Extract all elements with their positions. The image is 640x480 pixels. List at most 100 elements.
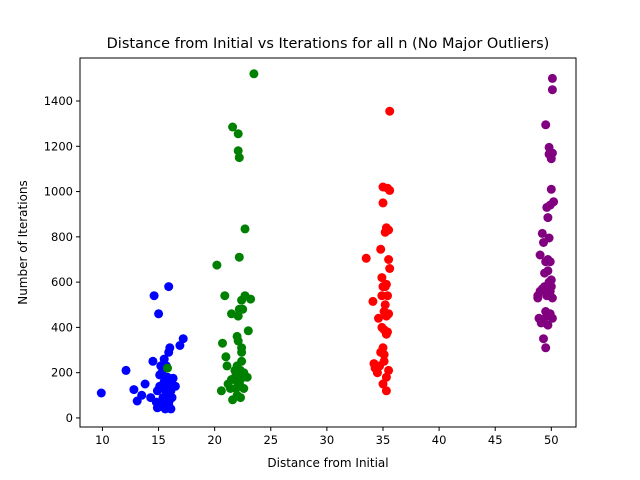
data-point bbox=[168, 373, 178, 383]
data-point bbox=[543, 213, 553, 223]
data-point bbox=[384, 309, 394, 319]
ticks-layer: 10 15 20 25 30 35 40 45 50 0 200 400 600 800 1000 1200 1… bbox=[44, 94, 559, 447]
data-point bbox=[149, 291, 159, 301]
data-point bbox=[249, 69, 259, 79]
data-point bbox=[543, 320, 553, 330]
data-point bbox=[167, 393, 177, 403]
data-point bbox=[159, 354, 169, 364]
data-point bbox=[384, 225, 394, 235]
data-point bbox=[379, 350, 389, 360]
data-point bbox=[545, 257, 555, 267]
data-point bbox=[549, 197, 559, 207]
data-point bbox=[546, 184, 556, 194]
data-point bbox=[234, 153, 244, 163]
data-point bbox=[383, 327, 392, 337]
x-tick-label: 35 bbox=[376, 433, 391, 447]
data-point bbox=[154, 309, 164, 319]
data-point bbox=[178, 334, 188, 344]
data-point bbox=[383, 291, 392, 301]
data-point bbox=[541, 120, 551, 130]
data-point bbox=[246, 294, 256, 304]
data-point bbox=[239, 384, 249, 393]
data-point bbox=[361, 253, 371, 263]
data-point bbox=[547, 148, 557, 158]
data-point bbox=[385, 264, 395, 273]
data-point bbox=[547, 293, 557, 303]
data-point bbox=[541, 343, 551, 353]
y-axis-label: Number of Iterations bbox=[16, 180, 30, 305]
chart-title: Distance from Initial vs Iterations for … bbox=[107, 36, 550, 52]
data-point bbox=[96, 388, 106, 398]
x-tick-label: 30 bbox=[320, 433, 335, 447]
data-point bbox=[380, 300, 390, 310]
x-tick-label: 45 bbox=[488, 433, 503, 447]
y-tick-label: 200 bbox=[51, 366, 73, 380]
data-point bbox=[542, 311, 552, 321]
data-point bbox=[547, 85, 557, 95]
x-tick-label: 25 bbox=[263, 433, 278, 447]
data-point bbox=[236, 393, 245, 403]
data-point bbox=[242, 372, 252, 382]
data-point bbox=[535, 250, 545, 260]
y-tick-label: 800 bbox=[51, 230, 73, 244]
data-point bbox=[384, 365, 394, 375]
data-point bbox=[220, 291, 230, 301]
y-tick-label: 600 bbox=[51, 275, 73, 289]
y-tick-label: 1400 bbox=[44, 94, 73, 108]
plot-frame bbox=[79, 57, 577, 428]
data-point bbox=[543, 266, 553, 276]
data-point bbox=[233, 311, 243, 321]
data-point bbox=[237, 356, 247, 366]
data-point bbox=[378, 343, 388, 353]
data-point bbox=[376, 244, 386, 254]
data-point bbox=[381, 372, 391, 382]
data-point bbox=[377, 273, 387, 283]
data-point bbox=[546, 282, 556, 292]
data-point bbox=[234, 252, 244, 262]
data-point bbox=[547, 73, 557, 83]
data-point bbox=[379, 356, 389, 366]
data-point bbox=[233, 146, 243, 156]
data-point bbox=[163, 363, 172, 373]
data-point bbox=[372, 368, 382, 378]
x-tick-label: 40 bbox=[432, 433, 447, 447]
data-point bbox=[385, 106, 395, 116]
data-point bbox=[121, 365, 131, 375]
data-point bbox=[546, 275, 556, 285]
data-point bbox=[238, 304, 248, 314]
data-point bbox=[216, 386, 226, 396]
data-point bbox=[537, 228, 547, 238]
data-point bbox=[378, 198, 388, 208]
data-point bbox=[240, 224, 250, 234]
x-tick-label: 50 bbox=[544, 433, 559, 447]
data-point bbox=[221, 352, 231, 362]
data-point bbox=[378, 379, 388, 389]
data-point bbox=[129, 385, 139, 395]
x-axis-label: Distance from Initial bbox=[267, 456, 388, 470]
data-point bbox=[166, 404, 176, 414]
points-layer bbox=[96, 69, 559, 414]
data-point bbox=[218, 338, 227, 348]
data-point bbox=[170, 381, 180, 391]
data-point bbox=[140, 379, 150, 389]
data-point bbox=[368, 296, 378, 306]
data-point bbox=[385, 185, 395, 195]
y-tick-label: 0 bbox=[66, 411, 73, 425]
y-tick-label: 400 bbox=[51, 320, 73, 334]
data-point bbox=[232, 331, 242, 341]
y-tick-label: 1000 bbox=[44, 185, 73, 199]
data-point bbox=[384, 255, 394, 264]
data-point bbox=[237, 347, 247, 357]
data-point bbox=[233, 129, 243, 139]
data-point bbox=[243, 326, 253, 336]
data-point bbox=[165, 343, 175, 353]
data-point bbox=[539, 334, 548, 344]
x-tick-label: 15 bbox=[151, 433, 166, 447]
data-point bbox=[544, 233, 554, 243]
data-point bbox=[228, 122, 238, 132]
data-point bbox=[381, 279, 391, 289]
data-point bbox=[374, 313, 383, 323]
data-point bbox=[148, 356, 158, 366]
